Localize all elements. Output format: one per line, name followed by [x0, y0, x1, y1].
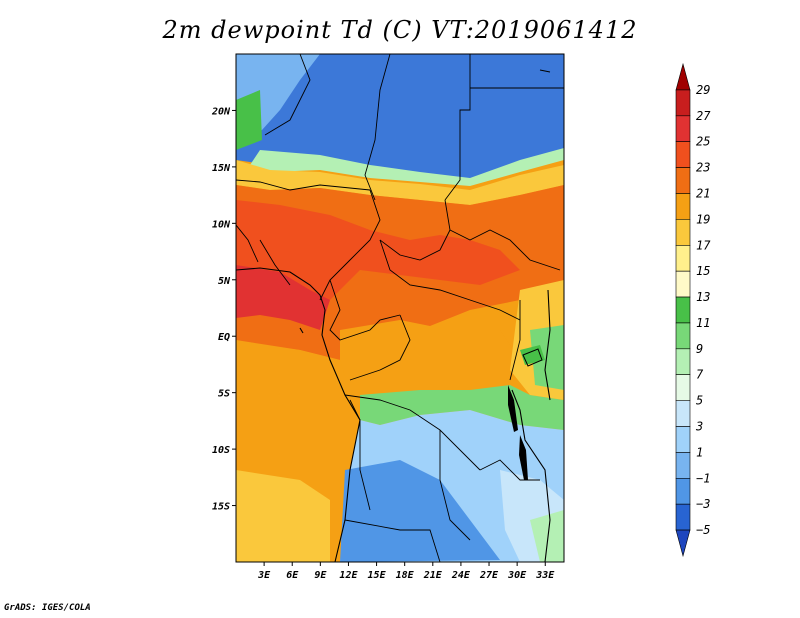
x-tick-label: 21E	[423, 570, 443, 581]
country-borders	[236, 54, 564, 562]
colorbar-label: 1	[696, 445, 703, 459]
colorbar-label: 17	[696, 238, 711, 252]
colorbar-swatch	[675, 348, 691, 376]
colorbar: 29 27 25 23 21 19 17 15 13 11 9 7 5 3 1 −1 −3 −5	[675, 62, 711, 558]
colorbar-label: 19	[696, 212, 710, 226]
colorbar-swatch	[675, 219, 691, 246]
y-tick-label: 20N	[211, 106, 231, 117]
lakes	[508, 348, 543, 480]
moist-patch-southeast	[530, 510, 564, 562]
colorbar-label: 25	[696, 135, 710, 149]
colorbar-label: 27	[696, 109, 711, 123]
transition-band-north	[250, 148, 564, 186]
dry-region-north	[236, 54, 564, 182]
coastlines	[236, 69, 551, 562]
atlantic-southwest	[236, 470, 330, 562]
y-tick-label: 15N	[212, 163, 231, 174]
y-tick-label: 10N	[212, 219, 231, 230]
colorbar-swatch	[675, 426, 691, 453]
y-tick-label: 5S	[218, 389, 230, 400]
x-tick-label: 9E	[314, 570, 327, 581]
congo-basin	[340, 320, 520, 395]
x-tick-label: 33E	[535, 570, 555, 581]
x-tick-label: 27E	[479, 570, 499, 581]
colorbar-label: 3	[695, 420, 703, 434]
colorbar-swatch	[675, 452, 691, 479]
y-tick-label: 5N	[218, 276, 231, 287]
colorbar-swatch	[675, 374, 691, 401]
sahel-band	[236, 160, 564, 205]
colorbar-label: 11	[696, 316, 710, 330]
colorbar-label: 23	[696, 161, 710, 175]
colorbar-label: 5	[696, 394, 703, 408]
y-axis-ticks: 20N 15N 10N 5N EQ 5S 10S 15S	[211, 106, 236, 513]
colorbar-label: −5	[696, 523, 710, 537]
x-tick-label: 6E	[286, 570, 299, 581]
colorbar-swatch	[675, 62, 691, 91]
x-tick-label: 24E	[451, 570, 471, 581]
colorbar-label: 7	[696, 368, 704, 382]
colorbar-swatch	[675, 167, 691, 194]
colorbar-label: 15	[696, 264, 710, 278]
colorbar-swatch	[675, 503, 691, 531]
colorbar-swatch	[675, 400, 691, 427]
colorbar-swatch	[675, 141, 691, 168]
colorbar-swatch	[675, 270, 691, 298]
humid-core-coast	[236, 265, 330, 330]
moist-band-west	[236, 90, 262, 150]
colorbar-label: 9	[696, 342, 703, 356]
x-tick-label: 15E	[368, 570, 387, 581]
map-panel	[235, 53, 565, 563]
chart-title: 2m dewpoint Td (C) VT:2019061412	[162, 16, 638, 44]
colorbar-label: −1	[696, 471, 710, 485]
colorbar-swatch	[675, 115, 691, 142]
x-tick-label: 12E	[339, 570, 358, 581]
x-axis-ticks: 3E 6E 9E 12E 15E 18E 21E 24E 27E 30E 33E	[257, 562, 555, 581]
colorbar-label: 29	[696, 83, 710, 97]
colorbar-label: 21	[696, 186, 710, 200]
x-tick-label: 3E	[257, 570, 271, 581]
grads-credit: GrADS: IGES/COLA	[4, 603, 91, 613]
colorbar-swatch	[675, 244, 691, 272]
x-tick-label: 18E	[396, 570, 415, 581]
x-tick-label: 30E	[507, 570, 527, 581]
y-tick-label: 15S	[212, 502, 230, 513]
colorbar-swatch	[675, 193, 691, 220]
colorbar-label: 13	[696, 290, 710, 304]
humid-core	[236, 200, 520, 300]
y-tick-label: EQ	[218, 332, 230, 343]
colorbar-swatch	[675, 529, 691, 558]
colorbar-swatch	[675, 89, 691, 117]
colorbar-swatch	[675, 296, 691, 324]
y-tick-label: 10S	[212, 445, 230, 456]
colorbar-swatch	[675, 322, 691, 350]
map-frame	[235, 53, 565, 563]
colorbar-label: −3	[696, 497, 710, 511]
dry-core-south	[340, 460, 500, 562]
colorbar-swatch	[675, 478, 691, 505]
